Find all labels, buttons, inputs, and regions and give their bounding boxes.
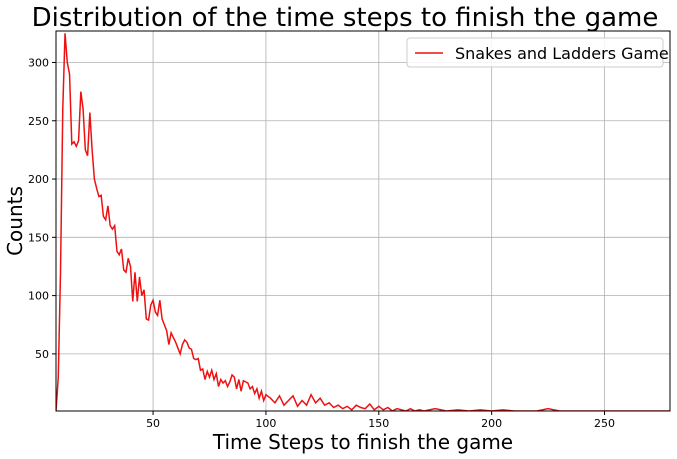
- x-tick-label: 100: [255, 417, 276, 430]
- x-tick-label: 250: [594, 417, 615, 430]
- x-tick-label: 50: [146, 417, 160, 430]
- y-axis-label: Counts: [3, 186, 27, 256]
- legend-box: [406, 37, 664, 68]
- y-tick-label: 50: [35, 348, 49, 361]
- x-tick-label: 150: [368, 417, 389, 430]
- data-line: [56, 33, 670, 411]
- legend-label: Snakes and Ladders Game: [455, 44, 669, 63]
- y-tick-label: 250: [28, 115, 49, 128]
- y-tick-label: 150: [28, 231, 49, 244]
- plot-frame: [55, 30, 671, 412]
- x-axis-label: Time Steps to finish the game: [212, 430, 513, 454]
- y-tick-label: 100: [28, 290, 49, 303]
- chart-title: Distribution of the time steps to finish…: [32, 3, 659, 33]
- y-tick-label: 300: [28, 56, 49, 69]
- x-tick-label: 200: [481, 417, 502, 430]
- y-tick-label: 200: [28, 173, 49, 186]
